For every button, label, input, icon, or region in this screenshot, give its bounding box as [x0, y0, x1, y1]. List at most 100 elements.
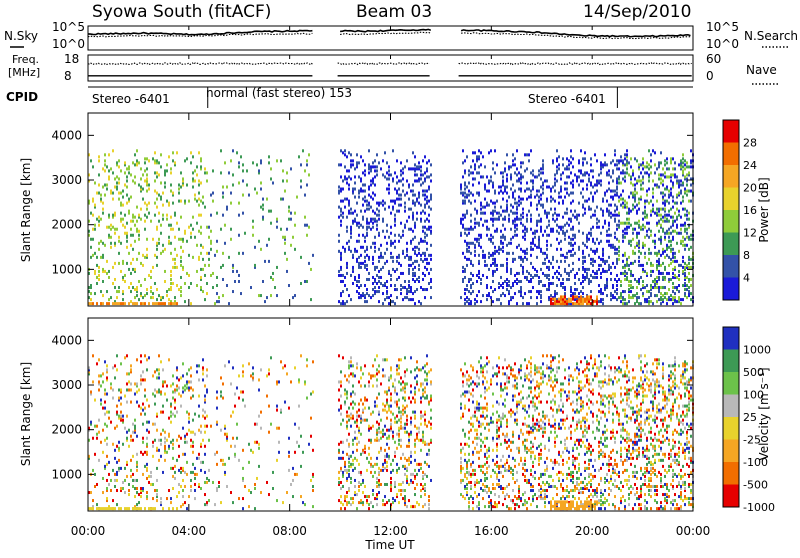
data-cell [472, 171, 474, 174]
colorbar-swatch [723, 143, 739, 166]
data-cell [238, 280, 240, 283]
data-cell [512, 236, 514, 239]
data-cell [170, 441, 172, 444]
data-cell [556, 276, 558, 279]
data-cell [180, 485, 182, 488]
data-cell [368, 380, 370, 383]
data-cell [686, 214, 688, 217]
data-cell [424, 212, 426, 215]
data-cell [378, 276, 380, 279]
data-cell [118, 262, 120, 265]
data-cell [390, 294, 392, 297]
data-cell [540, 218, 542, 221]
data-cell [174, 471, 176, 474]
data-cell [480, 246, 482, 249]
data-cell [278, 441, 280, 444]
data-cell [556, 165, 558, 168]
data-cell [304, 503, 306, 506]
data-cell [192, 445, 194, 448]
data-cell [198, 453, 200, 456]
data-cell [360, 376, 362, 379]
data-cell [674, 296, 676, 299]
data-cell [476, 280, 478, 283]
data-cell [620, 181, 622, 184]
data-cell [552, 198, 554, 201]
data-cell [588, 254, 590, 257]
data-cell [102, 254, 104, 257]
data-cell [404, 431, 406, 434]
data-cell [426, 196, 428, 199]
data-cell [592, 238, 594, 241]
data-cell [384, 391, 386, 394]
data-cell [570, 149, 572, 152]
data-cell [126, 179, 128, 182]
data-cell [472, 290, 474, 293]
data-cell [526, 248, 528, 251]
data-cell [424, 240, 426, 243]
data-cell [624, 264, 626, 267]
data-cell [672, 206, 674, 209]
data-cell [230, 228, 232, 231]
data-cell [208, 439, 210, 442]
data-cell [164, 431, 166, 434]
data-cell [410, 356, 412, 359]
data-cell [506, 252, 508, 255]
data-cell [478, 192, 480, 195]
data-cell [136, 479, 138, 482]
data-cell [198, 204, 200, 207]
data-cell [172, 391, 174, 394]
data-cell [200, 181, 202, 184]
data-cell [558, 214, 560, 217]
data-cell [402, 177, 404, 180]
data-cell [156, 499, 158, 502]
data-cell [188, 274, 190, 277]
data-cell [676, 276, 678, 279]
data-cell [518, 204, 520, 207]
data-cell [642, 224, 644, 227]
data-cell [596, 248, 598, 251]
data-cell [98, 242, 100, 245]
data-cell [570, 238, 572, 241]
data-cell [608, 240, 610, 243]
data-cell [600, 298, 602, 301]
data-cell [372, 242, 374, 245]
data-cell [270, 423, 272, 426]
data-cell [244, 485, 246, 488]
data-cell [248, 505, 250, 508]
data-cell [172, 467, 174, 470]
data-cell [688, 290, 690, 293]
data-cell [558, 155, 560, 158]
data-cell [98, 419, 100, 422]
data-cell [170, 270, 172, 273]
data-cell [408, 499, 410, 502]
data-cell [204, 417, 206, 420]
data-cell [232, 183, 234, 186]
data-cell [682, 208, 684, 211]
data-cell [284, 242, 286, 245]
data-cell [376, 220, 378, 223]
data-cell [662, 192, 664, 195]
data-cell [262, 198, 264, 201]
data-cell [652, 264, 654, 267]
data-cell [164, 181, 166, 184]
data-cell [584, 244, 586, 247]
data-cell [156, 479, 158, 482]
data-cell [340, 457, 342, 460]
data-cell [102, 477, 104, 480]
data-cell [668, 167, 670, 170]
data-cell [510, 188, 512, 191]
data-cell [126, 232, 128, 235]
data-cell [356, 493, 358, 496]
data-cell [628, 240, 630, 243]
data-cell [120, 169, 122, 172]
data-cell [624, 232, 626, 235]
data-cell [482, 274, 484, 277]
data-cell [374, 159, 376, 162]
data-cell [352, 469, 354, 472]
data-cell [398, 419, 400, 422]
data-cell [290, 212, 292, 215]
data-cell [228, 360, 230, 363]
data-cell [648, 149, 650, 152]
data-cell [210, 248, 212, 251]
data-cell [276, 380, 278, 383]
